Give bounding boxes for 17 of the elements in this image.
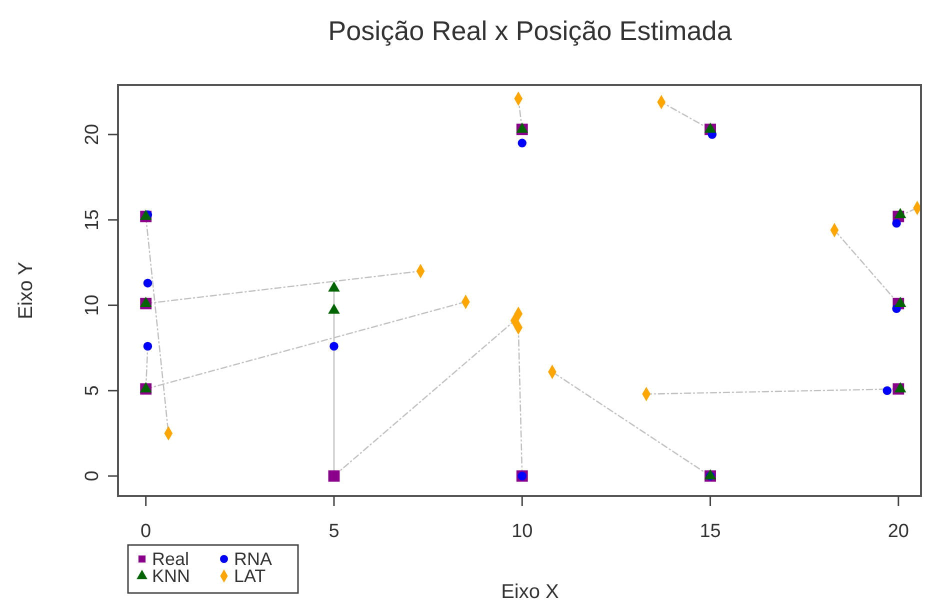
y-tick-label: 15 xyxy=(82,209,103,230)
x-tick-label: 0 xyxy=(140,521,152,542)
legend-label: RNA xyxy=(234,549,272,569)
y-tick-label: 10 xyxy=(82,294,103,316)
x-tick-label: 20 xyxy=(888,521,909,542)
x-tick-label: 10 xyxy=(512,521,533,542)
y-tick-label: 20 xyxy=(82,124,103,146)
legend-label: LAT xyxy=(234,566,266,586)
x-tick-label: 15 xyxy=(700,521,721,542)
x-tick-label: 5 xyxy=(328,521,340,542)
y-axis-title: Eixo Y xyxy=(15,262,37,320)
y-tick-label: 0 xyxy=(82,470,103,482)
chart-title: Posição Real x Posição Estimada xyxy=(328,16,733,46)
x-axis-title: Eixo X xyxy=(501,581,559,603)
y-tick-label: 5 xyxy=(82,385,103,396)
legend-label: Real xyxy=(152,549,190,569)
legend-label: KNN xyxy=(152,566,190,586)
